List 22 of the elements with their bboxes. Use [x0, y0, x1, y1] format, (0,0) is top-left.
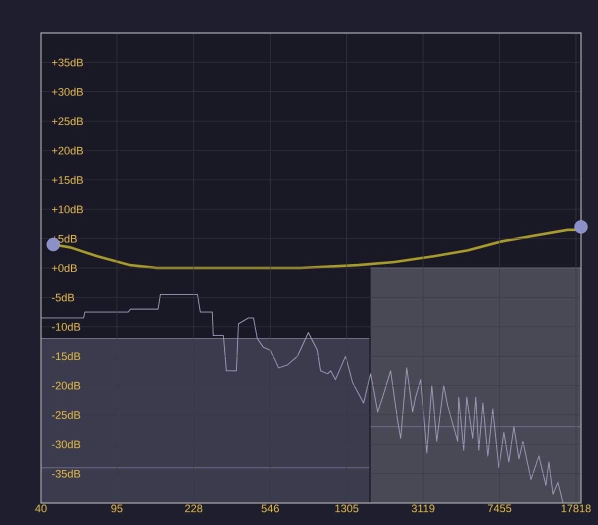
y-tick-label: +15dB [52, 176, 83, 184]
y-tick-label: -5dB [52, 293, 74, 302]
x-tick-label: 1305 [335, 504, 358, 512]
x-tick-label: 546 [262, 504, 279, 512]
y-tick-label: -25dB [52, 410, 80, 419]
y-tick-label: +25dB [52, 117, 83, 126]
y-tick-label: -15dB [52, 352, 80, 360]
y-tick-label: +20dB [52, 146, 83, 155]
y-tick-label: -10dB [52, 322, 80, 331]
x-tick-label: 40 [35, 504, 47, 512]
x-tick-label: 228 [185, 504, 202, 512]
x-tick-label: 17818 [562, 504, 591, 512]
x-tick-label: 3119 [412, 504, 434, 512]
x-tick-label: 95 [111, 504, 122, 512]
x-tick-label: 7455 [488, 504, 512, 512]
y-tick-label: +0dB [52, 264, 77, 272]
y-tick-label: -20dB [52, 381, 80, 390]
y-tick-label: -30dB [52, 440, 80, 448]
y-tick-label: -35dB [52, 470, 80, 478]
y-tick-label: +30dB [52, 88, 83, 96]
y-tick-label: +10dB [52, 205, 83, 214]
y-tick-label: +35dB [52, 58, 83, 66]
